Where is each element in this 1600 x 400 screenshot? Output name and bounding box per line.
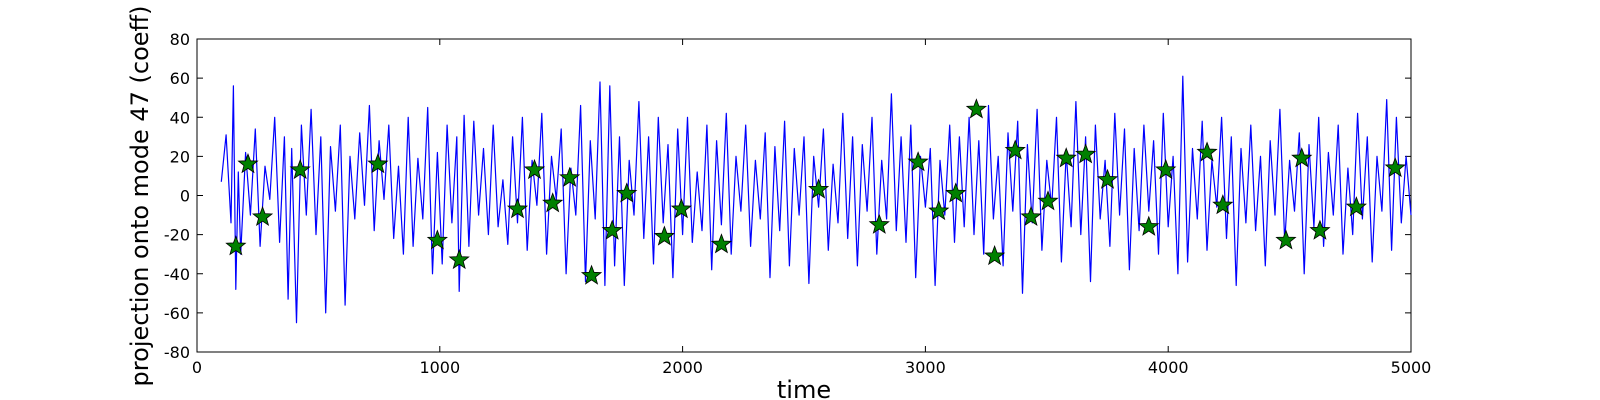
star-marker bbox=[506, 198, 529, 219]
star-marker bbox=[1075, 143, 1097, 164]
y-tick-label: -20 bbox=[164, 226, 190, 245]
series-line bbox=[220, 75, 1412, 324]
x-tick-label: 0 bbox=[192, 358, 202, 377]
y-tick-label: 60 bbox=[170, 69, 190, 88]
x-tick-label: 3000 bbox=[905, 358, 946, 377]
star-marker bbox=[1020, 205, 1042, 227]
star-marker bbox=[653, 225, 675, 246]
star-marker bbox=[807, 178, 830, 199]
x-tick-label: 4000 bbox=[1148, 358, 1189, 377]
x-tick-label: 5000 bbox=[1391, 358, 1432, 377]
star-marker bbox=[984, 244, 1006, 266]
star-marker bbox=[1291, 147, 1313, 168]
x-axis-ticks: 0 1000 2000 3000 4000 5000 bbox=[192, 39, 1431, 377]
star-marker bbox=[542, 192, 564, 213]
star-marker bbox=[367, 153, 389, 174]
star-marker bbox=[1096, 168, 1119, 189]
x-tick-label: 1000 bbox=[419, 358, 460, 377]
star-marker bbox=[225, 235, 247, 256]
star-marker bbox=[1196, 141, 1218, 162]
y-tick-label: 80 bbox=[170, 30, 190, 49]
star-marker bbox=[1275, 229, 1297, 250]
star-marker bbox=[1138, 215, 1160, 236]
y-tick-label: -40 bbox=[164, 265, 190, 284]
y-axis-ticks: -80 -60 -40 -20 0 20 40 60 80 bbox=[164, 30, 1411, 362]
star-marker bbox=[965, 98, 987, 119]
star-marker bbox=[616, 182, 638, 203]
y-tick-label: 0 bbox=[180, 187, 190, 206]
y-tick-label: 20 bbox=[170, 147, 190, 166]
star-marker bbox=[601, 219, 623, 240]
star-marker bbox=[868, 213, 890, 234]
y-tick-label: -80 bbox=[164, 343, 190, 362]
star-marker bbox=[237, 153, 259, 174]
star-marker bbox=[1384, 156, 1406, 178]
star-marker bbox=[945, 182, 967, 203]
y-tick-label: -60 bbox=[164, 304, 190, 323]
x-tick-label: 2000 bbox=[662, 358, 703, 377]
star-marker bbox=[426, 229, 448, 250]
star-marker bbox=[1309, 219, 1331, 240]
star-marker bbox=[1345, 196, 1367, 217]
marker-layer bbox=[225, 98, 1406, 285]
x-axis-label: time bbox=[777, 376, 831, 400]
star-marker bbox=[1055, 147, 1077, 168]
star-marker bbox=[559, 166, 581, 187]
star-marker bbox=[670, 198, 692, 219]
y-axis-label: projection onto mode 47 (coeff) bbox=[126, 6, 154, 387]
star-marker bbox=[907, 151, 929, 172]
y-tick-label: 40 bbox=[170, 108, 190, 127]
star-marker bbox=[710, 233, 733, 254]
star-marker bbox=[928, 200, 950, 221]
star-marker bbox=[1004, 139, 1026, 160]
star-marker bbox=[523, 158, 546, 180]
star-marker bbox=[448, 248, 470, 270]
star-marker bbox=[580, 264, 603, 285]
star-marker bbox=[251, 205, 274, 227]
star-marker bbox=[289, 158, 311, 180]
star-marker bbox=[1212, 194, 1234, 215]
star-marker bbox=[1037, 190, 1059, 211]
star-marker bbox=[1155, 158, 1177, 180]
plot-area bbox=[196, 38, 1412, 353]
series-layer bbox=[220, 75, 1412, 324]
